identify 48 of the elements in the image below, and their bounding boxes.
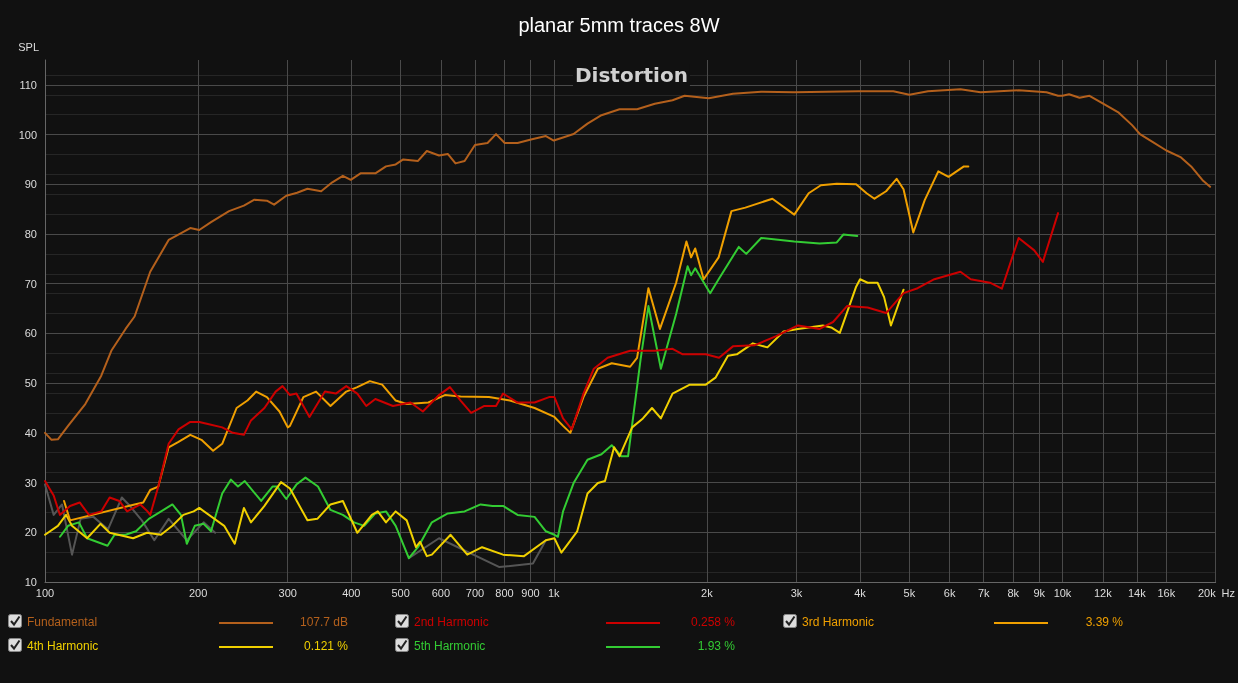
x-tick-label: 700 — [465, 586, 485, 599]
chart-title: planar 5mm traces 8W — [518, 14, 720, 36]
x-tick-label: 600 — [431, 586, 451, 599]
text: 3.39 % — [1085, 615, 1123, 629]
x-tick-label: 4k — [854, 586, 867, 599]
x-tick-label: 20k — [1197, 586, 1217, 599]
x-tick-label: 3k — [790, 586, 803, 599]
text: 1.93 % — [697, 639, 735, 653]
x-tick-label: 500 — [391, 586, 410, 599]
x-tick-label: 200 — [188, 586, 208, 599]
x-tick-label: 900 — [521, 586, 540, 599]
x-tick-label: 5k — [903, 586, 916, 599]
y-tick-label: 110 — [19, 78, 37, 91]
y-tick-label: 10 — [24, 576, 37, 588]
text: 2nd Harmonic — [414, 615, 489, 629]
x-tick-label: 300 — [278, 586, 297, 599]
text: 3rd Harmonic — [802, 615, 875, 629]
x-tick-label: 100 — [35, 586, 55, 599]
y-tick-label: 20 — [24, 526, 37, 539]
x-tick-label: 6k — [943, 586, 956, 599]
text: 4th Harmonic — [27, 639, 99, 653]
x-axis-title: Hz — [1221, 586, 1236, 599]
y-tick-label: 50 — [24, 377, 37, 390]
x-tick-label: 8k — [1007, 586, 1020, 599]
x-tick-label: 16k — [1157, 586, 1176, 599]
x-tick-label: 14k — [1127, 586, 1147, 599]
text: 0.258 % — [690, 615, 735, 629]
y-tick-label: 80 — [24, 228, 37, 240]
x-tick-label: 12k — [1093, 586, 1113, 599]
x-tick-label: 7k — [977, 586, 990, 599]
x-tick-label: 1k — [547, 586, 561, 599]
x-tick-label: 2k — [701, 586, 714, 599]
text: 0.121 % — [303, 639, 348, 653]
x-tick-label: 10k — [1053, 586, 1072, 599]
x-tick-label: 800 — [495, 586, 514, 599]
text: Fundamental — [27, 615, 98, 629]
y-tick-label: 70 — [24, 277, 37, 290]
y-axis-title: SPL — [18, 40, 39, 53]
annotation: Distortion — [575, 63, 688, 87]
y-tick-label: 90 — [24, 178, 37, 191]
y-tick-label: 30 — [24, 476, 37, 489]
y-tick-label: 100 — [18, 128, 37, 141]
text: 5th Harmonic — [414, 639, 486, 653]
text: 107.7 dB — [299, 615, 348, 629]
x-tick-label: 9k — [1033, 586, 1046, 599]
x-tick-label: 400 — [342, 586, 361, 599]
y-tick-label: 40 — [24, 426, 37, 439]
y-tick-label: 60 — [24, 327, 37, 340]
